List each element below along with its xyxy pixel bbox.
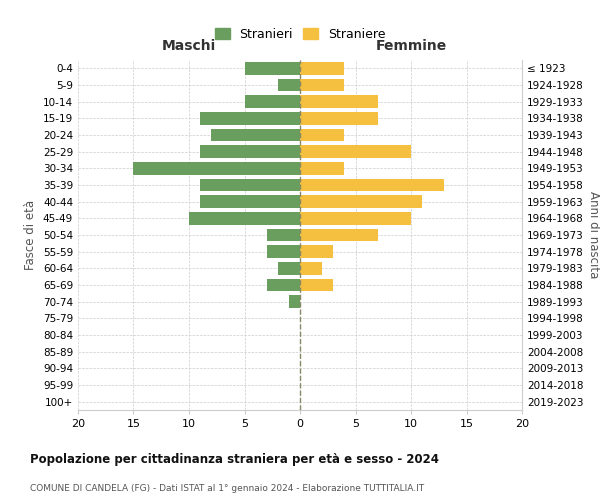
Bar — [133, 162, 300, 174]
Legend: Stranieri, Straniere: Stranieri, Straniere — [211, 24, 389, 44]
Y-axis label: Anni di nascita: Anni di nascita — [587, 192, 600, 278]
Text: Femmine: Femmine — [376, 40, 446, 54]
Text: Popolazione per cittadinanza straniera per età e sesso - 2024: Popolazione per cittadinanza straniera p… — [30, 452, 439, 466]
Bar — [278, 78, 300, 91]
Y-axis label: Fasce di età: Fasce di età — [25, 200, 37, 270]
Bar — [300, 196, 422, 208]
Bar — [266, 228, 300, 241]
Bar — [266, 246, 300, 258]
Bar — [289, 296, 300, 308]
Text: Maschi: Maschi — [162, 40, 216, 54]
Bar — [300, 212, 411, 224]
Bar — [200, 178, 300, 191]
Bar — [200, 146, 300, 158]
Bar — [300, 112, 378, 124]
Bar — [211, 128, 300, 141]
Bar — [300, 278, 334, 291]
Text: COMUNE DI CANDELA (FG) - Dati ISTAT al 1° gennaio 2024 - Elaborazione TUTTITALIA: COMUNE DI CANDELA (FG) - Dati ISTAT al 1… — [30, 484, 424, 493]
Bar — [278, 262, 300, 274]
Bar — [245, 62, 300, 74]
Bar — [189, 212, 300, 224]
Bar — [266, 278, 300, 291]
Bar — [300, 146, 411, 158]
Bar — [200, 112, 300, 124]
Bar — [300, 62, 344, 74]
Bar — [200, 196, 300, 208]
Bar — [300, 128, 344, 141]
Bar — [300, 228, 378, 241]
Bar — [300, 162, 344, 174]
Bar — [300, 78, 344, 91]
Bar — [300, 178, 444, 191]
Bar — [300, 96, 378, 108]
Bar — [245, 96, 300, 108]
Bar — [300, 246, 334, 258]
Bar — [300, 262, 322, 274]
